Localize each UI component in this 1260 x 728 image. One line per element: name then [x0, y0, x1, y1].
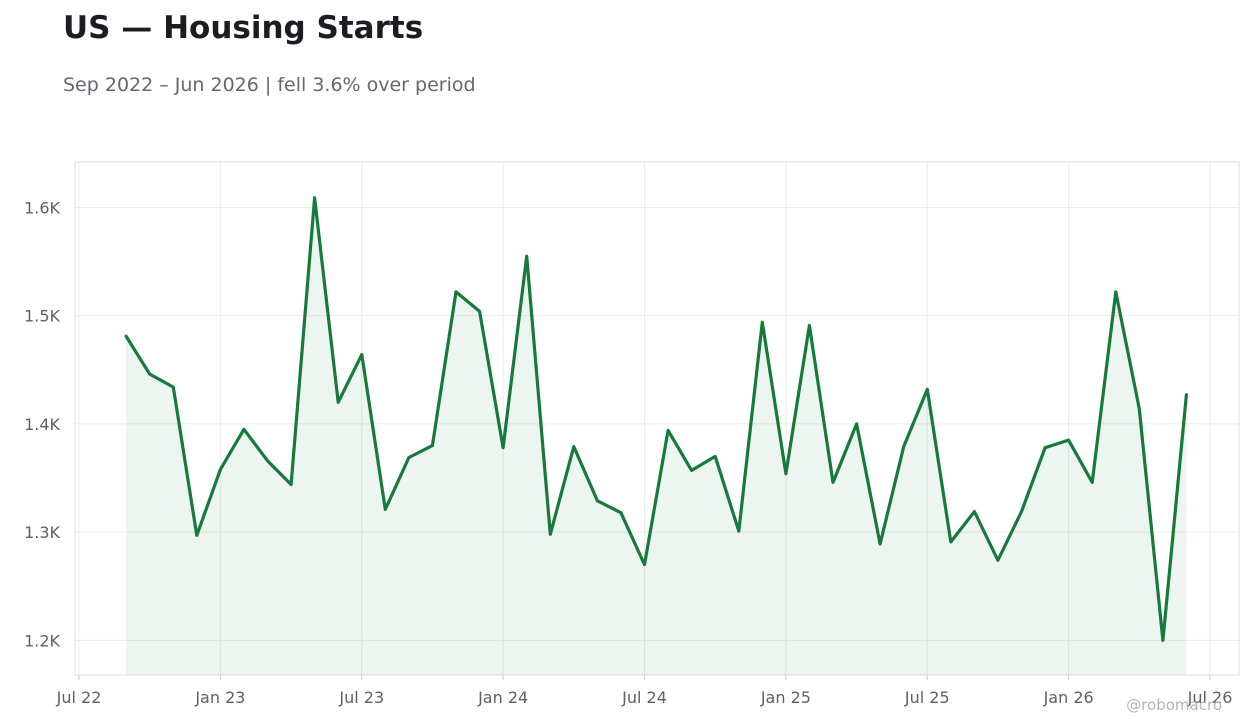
plot-frame: [74, 161, 1240, 676]
x-tick-label: Jul 24: [621, 688, 667, 707]
x-tick-label: Jan 25: [760, 688, 811, 707]
chart-subtitle: Sep 2022 – Jun 2026 | fell 3.6% over per…: [63, 74, 476, 96]
credit-watermark: @robomacro: [1126, 696, 1222, 714]
y-tick-label: 1.6K: [24, 198, 60, 217]
x-tick-label: Jan 26: [1043, 688, 1094, 707]
y-tick-label: 1.3K: [24, 523, 60, 542]
grid: [75, 162, 1239, 680]
x-tick-label: Jan 23: [194, 688, 245, 707]
y-tick-label: 1.5K: [24, 307, 60, 326]
x-tick-label: Jul 25: [904, 688, 950, 707]
x-tick-label: Jul 26: [1187, 688, 1233, 707]
series-area-fill: [126, 197, 1187, 675]
x-tick-label: Jul 22: [56, 688, 102, 707]
x-axis-labels: Jul 22 Jan 23 Jul 23 Jan 24 Jul 24 Jan 25 Jul …: [56, 688, 1233, 707]
chart-title: US — Housing Starts: [63, 10, 424, 46]
y-axis-labels: 1.2K 1.3K 1.4K 1.5K 1.6K: [24, 198, 60, 650]
x-tick-label: Jul 23: [338, 688, 384, 707]
series-line: [124, 196, 1188, 642]
x-tick-label: Jan 24: [477, 688, 528, 707]
y-tick-label: 1.2K: [24, 631, 60, 650]
y-tick-label: 1.4K: [24, 415, 60, 434]
